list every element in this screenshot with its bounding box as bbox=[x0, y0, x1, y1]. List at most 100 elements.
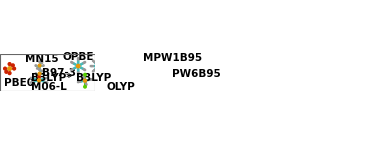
Circle shape bbox=[146, 65, 147, 66]
Circle shape bbox=[72, 62, 73, 64]
Circle shape bbox=[90, 66, 91, 67]
Circle shape bbox=[96, 66, 97, 67]
Circle shape bbox=[39, 77, 40, 78]
Circle shape bbox=[152, 67, 153, 68]
Circle shape bbox=[45, 81, 46, 83]
Circle shape bbox=[130, 77, 131, 78]
Circle shape bbox=[154, 67, 155, 68]
Circle shape bbox=[84, 86, 86, 88]
Circle shape bbox=[35, 65, 37, 66]
Circle shape bbox=[34, 81, 35, 82]
Circle shape bbox=[86, 84, 87, 85]
Circle shape bbox=[96, 64, 97, 65]
Circle shape bbox=[183, 75, 184, 77]
Circle shape bbox=[172, 75, 173, 77]
Circle shape bbox=[146, 68, 147, 69]
Circle shape bbox=[118, 78, 119, 79]
Circle shape bbox=[42, 79, 43, 80]
Circle shape bbox=[144, 64, 146, 65]
Circle shape bbox=[95, 63, 96, 64]
Circle shape bbox=[125, 79, 126, 80]
Circle shape bbox=[185, 78, 188, 82]
Circle shape bbox=[100, 66, 101, 67]
Circle shape bbox=[124, 81, 125, 82]
Circle shape bbox=[41, 70, 43, 71]
Circle shape bbox=[78, 81, 79, 83]
Circle shape bbox=[182, 82, 185, 85]
Text: PW6B95: PW6B95 bbox=[172, 69, 221, 79]
Circle shape bbox=[37, 79, 40, 82]
Circle shape bbox=[143, 71, 144, 72]
Circle shape bbox=[120, 83, 121, 84]
Circle shape bbox=[81, 81, 82, 82]
Text: MN15: MN15 bbox=[25, 54, 59, 64]
Circle shape bbox=[39, 77, 40, 78]
Circle shape bbox=[8, 63, 11, 65]
Circle shape bbox=[185, 74, 188, 77]
Circle shape bbox=[181, 74, 183, 75]
Circle shape bbox=[122, 75, 123, 77]
Circle shape bbox=[88, 79, 89, 80]
Text: B97-3: B97-3 bbox=[42, 68, 76, 78]
Circle shape bbox=[99, 67, 101, 68]
Circle shape bbox=[140, 67, 141, 68]
Circle shape bbox=[179, 68, 180, 70]
Circle shape bbox=[85, 83, 87, 84]
Circle shape bbox=[84, 61, 85, 63]
Circle shape bbox=[80, 64, 82, 65]
Circle shape bbox=[45, 78, 46, 79]
Circle shape bbox=[103, 61, 104, 62]
Circle shape bbox=[121, 82, 122, 83]
Circle shape bbox=[83, 76, 84, 77]
Circle shape bbox=[87, 80, 88, 81]
Circle shape bbox=[37, 76, 38, 77]
Circle shape bbox=[85, 82, 86, 83]
Circle shape bbox=[39, 69, 40, 70]
Circle shape bbox=[46, 82, 47, 83]
Circle shape bbox=[85, 81, 86, 82]
Circle shape bbox=[38, 64, 41, 67]
Circle shape bbox=[127, 82, 129, 84]
Circle shape bbox=[79, 81, 81, 82]
Circle shape bbox=[77, 68, 79, 70]
Circle shape bbox=[43, 78, 45, 79]
Circle shape bbox=[76, 64, 80, 68]
Circle shape bbox=[77, 62, 79, 64]
Circle shape bbox=[144, 70, 146, 71]
Circle shape bbox=[77, 72, 79, 73]
Circle shape bbox=[182, 65, 183, 66]
Circle shape bbox=[82, 80, 84, 82]
Circle shape bbox=[122, 81, 123, 82]
Circle shape bbox=[121, 79, 122, 80]
Text: OPBE: OPBE bbox=[62, 52, 94, 62]
Circle shape bbox=[37, 68, 38, 69]
Text: PBE0: PBE0 bbox=[4, 78, 34, 88]
Circle shape bbox=[42, 81, 43, 82]
Circle shape bbox=[152, 72, 153, 73]
Circle shape bbox=[176, 69, 179, 72]
Circle shape bbox=[116, 77, 118, 78]
Circle shape bbox=[82, 68, 83, 69]
Circle shape bbox=[173, 74, 174, 75]
Circle shape bbox=[128, 84, 129, 86]
Circle shape bbox=[181, 66, 183, 67]
Circle shape bbox=[150, 67, 151, 68]
Circle shape bbox=[40, 80, 42, 81]
Circle shape bbox=[35, 79, 36, 80]
Circle shape bbox=[90, 79, 91, 80]
Circle shape bbox=[183, 70, 184, 71]
Circle shape bbox=[143, 67, 144, 68]
Circle shape bbox=[39, 75, 40, 76]
Circle shape bbox=[123, 78, 124, 79]
Circle shape bbox=[41, 62, 43, 64]
Circle shape bbox=[180, 73, 181, 74]
Circle shape bbox=[73, 63, 74, 64]
Circle shape bbox=[39, 76, 40, 77]
Circle shape bbox=[75, 67, 76, 68]
Circle shape bbox=[101, 68, 102, 70]
Circle shape bbox=[151, 71, 152, 72]
Circle shape bbox=[43, 73, 44, 74]
Circle shape bbox=[84, 79, 85, 80]
Circle shape bbox=[93, 71, 94, 72]
Circle shape bbox=[93, 70, 94, 71]
